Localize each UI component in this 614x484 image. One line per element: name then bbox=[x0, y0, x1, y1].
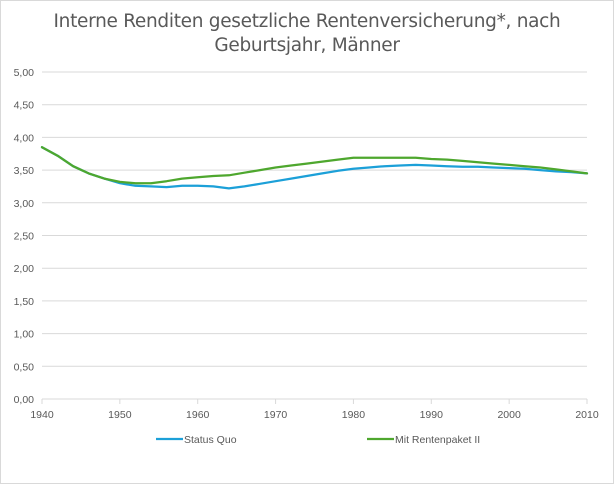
x-tick-label: 1960 bbox=[186, 409, 210, 421]
series-line-mit-rentenpaket-ii bbox=[40, 146, 589, 185]
series-line-status-quo bbox=[40, 146, 589, 190]
x-tick-label: 2000 bbox=[497, 409, 521, 421]
y-tick-label: 0,50 bbox=[14, 361, 35, 373]
x-tick-label: 1940 bbox=[30, 409, 54, 421]
x-tick-label: 2010 bbox=[575, 409, 599, 421]
y-tick-label: 4,00 bbox=[14, 132, 35, 144]
series-lines bbox=[40, 146, 589, 190]
y-tick-label: 2,00 bbox=[14, 263, 35, 275]
gridlines bbox=[42, 71, 587, 367]
y-tick-label: 2,50 bbox=[14, 231, 35, 243]
x-tick-label: 1980 bbox=[342, 409, 366, 421]
x-tick-label: 1970 bbox=[264, 409, 288, 421]
legend-label: Mit Rentenpaket II bbox=[395, 434, 480, 446]
x-tick-label: 1990 bbox=[420, 409, 444, 421]
y-tick-label: 3,50 bbox=[14, 165, 35, 177]
y-tick-label: 1,00 bbox=[14, 329, 35, 341]
y-tick-label: 3,00 bbox=[14, 198, 35, 210]
chart-title-line-2: Geburtsjahr, Männer bbox=[214, 35, 400, 56]
y-tick-label: 0,00 bbox=[14, 394, 35, 406]
x-tick-label: 1950 bbox=[108, 409, 132, 421]
chart-title: Interne Renditen gesetzliche Rentenversi… bbox=[0, 10, 614, 58]
y-tick-label: 5,00 bbox=[14, 67, 35, 79]
axes bbox=[41, 398, 588, 404]
chart-title-line-1: Interne Renditen gesetzliche Rentenversi… bbox=[53, 11, 561, 32]
legend-label: Status Quo bbox=[184, 434, 237, 446]
y-tick-label: 1,50 bbox=[14, 296, 35, 308]
x-axis-labels: 1940 1950 1960 1970 1980 1990 2000 2010 bbox=[30, 409, 599, 421]
legend-item: Mit Rentenpaket II bbox=[367, 434, 480, 446]
legend: Status Quo Mit Rentenpaket II bbox=[156, 434, 480, 446]
y-axis-labels: 0,00 0,50 1,00 1,50 2,00 2,50 3,00 3,50 4,00 4,50… bbox=[14, 67, 35, 406]
y-tick-label: 4,50 bbox=[14, 100, 35, 112]
legend-item: Status Quo bbox=[156, 434, 237, 446]
